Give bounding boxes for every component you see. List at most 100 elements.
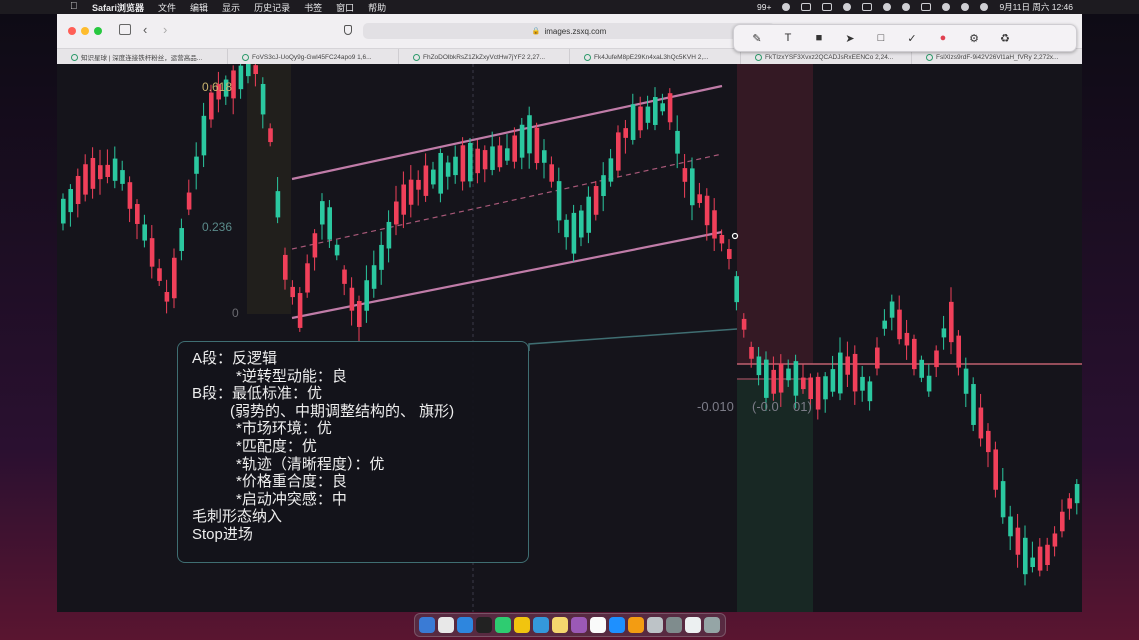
menu-view[interactable]: 显示	[222, 2, 241, 13]
document-icon[interactable]	[685, 617, 701, 633]
highlighter-icon[interactable]: ✓	[907, 32, 917, 45]
tab-2[interactable]: FoVS3cJ-UoQy9g-Gwl45FC24apo9 1,6...	[228, 49, 399, 65]
candle-body	[556, 181, 562, 221]
candle-body	[475, 148, 480, 174]
feishu-icon[interactable]	[609, 617, 625, 633]
wechat-icon[interactable]	[495, 617, 511, 633]
battery-icon[interactable]	[921, 3, 932, 11]
forward-arrow-icon[interactable]: ›	[163, 22, 168, 37]
notion-icon[interactable]	[590, 617, 606, 633]
siri-icon[interactable]	[980, 3, 989, 11]
notification-badge[interactable]: 99+	[757, 2, 772, 12]
downloads-icon[interactable]	[666, 617, 682, 633]
candle-body	[571, 212, 577, 254]
whiteboard-icon[interactable]: □	[877, 32, 885, 44]
candle-body	[127, 182, 133, 209]
qq-icon[interactable]	[476, 617, 492, 633]
candle-body	[98, 165, 103, 180]
menu-edit[interactable]: 编辑	[190, 2, 209, 13]
shape-tool-icon[interactable]: ■	[815, 32, 823, 44]
price-label-3: 01)	[793, 399, 812, 414]
minimize-window-button[interactable]	[81, 27, 89, 35]
candle-body	[623, 128, 628, 138]
text-tool-icon[interactable]: T	[784, 32, 792, 44]
candle-body	[201, 115, 207, 156]
input-method-icon[interactable]	[862, 3, 873, 11]
messages-icon[interactable]	[533, 617, 549, 633]
tab-title: FoVS3cJ-UoQy9g-Gwl45FC24apo9 1,6...	[252, 53, 372, 61]
note-line-b: B段：最低标准：优	[192, 385, 323, 403]
photos-icon[interactable]	[571, 617, 587, 633]
candle-body	[253, 65, 258, 75]
record-icon[interactable]: ●	[939, 32, 947, 44]
finder-icon[interactable]	[419, 617, 435, 633]
candle-body	[875, 347, 880, 369]
chrome-icon[interactable]	[514, 617, 530, 633]
address-bar[interactable]: 🔒 images.zsxq.com	[363, 23, 775, 39]
close-window-button[interactable]	[68, 27, 76, 35]
candle-body	[682, 168, 688, 182]
candle-body	[386, 221, 392, 249]
candle-body	[157, 268, 162, 281]
candle-body	[497, 145, 503, 168]
apple-icon[interactable]: 	[70, 1, 78, 12]
tab-6[interactable]: FslXlzs9rdF-9i42V26Vl1aH_fVRy 2,272x...	[912, 49, 1082, 65]
candle-body	[690, 168, 695, 206]
status-icon[interactable]	[782, 3, 791, 11]
dock	[414, 613, 726, 637]
tab-5[interactable]: FkTIzxYSF3Xvxz2QCADJsRxEENCo 2,24...	[741, 49, 912, 65]
screen-record-icon[interactable]	[801, 3, 812, 11]
menu-file[interactable]: 文件	[158, 2, 177, 13]
candle-body	[579, 210, 584, 238]
menu-window[interactable]: 窗口	[336, 2, 355, 13]
launchpad-icon[interactable]	[438, 617, 454, 633]
candle-body	[364, 280, 369, 311]
candle-body	[534, 127, 540, 164]
pointer-tool-icon[interactable]: ➤	[845, 32, 855, 45]
tab-3[interactable]: FhZoDOlbkRsZ1ZkZxyVctHw7jYF2 2,27...	[399, 49, 570, 65]
menubar-clock[interactable]: 9月11日 周六 12:46	[999, 2, 1073, 12]
bluetooth-icon[interactable]	[902, 3, 911, 11]
notes-icon[interactable]	[552, 617, 568, 633]
candle-body	[667, 93, 673, 123]
menu-history[interactable]: 历史记录	[254, 2, 291, 13]
candle-body	[926, 375, 932, 392]
candle-body	[719, 234, 725, 244]
sidebar-toggle-icon[interactable]	[119, 24, 131, 35]
candle-body	[438, 152, 443, 194]
eraser-icon[interactable]: ♻	[1000, 32, 1010, 45]
wifi-icon[interactable]	[942, 3, 951, 11]
candlestick-chart-image: 0.618 0.236 0 -0.010 (-0.0 01)	[61, 64, 1082, 612]
menu-help[interactable]: 帮助	[368, 2, 387, 13]
url-text: images.zsxq.com	[544, 26, 607, 36]
price-label-2: (-0.0	[752, 399, 779, 414]
price-label-1: -0.010	[697, 399, 734, 414]
display-icon[interactable]	[822, 3, 833, 11]
back-arrow-icon[interactable]: ‹	[143, 22, 148, 37]
preview-icon[interactable]	[647, 617, 663, 633]
app-icon[interactable]	[628, 617, 644, 633]
volume-icon[interactable]	[883, 3, 892, 11]
pen-tool-icon[interactable]: ✎	[752, 32, 762, 45]
privacy-shield-icon[interactable]	[344, 25, 352, 35]
tab-bar: 知识星球 | 深度连接铁杆粉丝，运营高品... FoVS3cJ-UoQy9g-G…	[57, 48, 1082, 65]
candle-body	[815, 376, 821, 410]
tab-4[interactable]: Fk4JufeM8pE29Kn4xaL3hQc5KVH 2,...	[570, 49, 741, 65]
safari-window: ‹ › 🔒 images.zsxq.com 知识星球 | 深度连接铁杆粉丝，运营…	[57, 14, 1082, 612]
safari-icon[interactable]	[457, 617, 473, 633]
spotlight-icon[interactable]	[961, 3, 970, 11]
tab-1[interactable]: 知识星球 | 深度连接铁杆粉丝，运营高品...	[57, 49, 228, 65]
candle-body	[912, 338, 917, 370]
candle-body	[312, 233, 318, 258]
candle-body	[986, 430, 991, 453]
settings-gear-icon[interactable]: ⚙	[969, 32, 979, 45]
candle-body	[823, 376, 828, 400]
zoom-window-button[interactable]	[94, 27, 102, 35]
creative-cloud-icon[interactable]	[843, 3, 852, 11]
candle-body	[468, 142, 473, 182]
trash-icon[interactable]	[704, 617, 720, 633]
menu-bookmarks[interactable]: 书签	[304, 2, 323, 13]
tab-favicon-icon	[413, 53, 420, 61]
candle-body	[852, 353, 858, 392]
app-menu-safari[interactable]: Safari浏览器	[92, 2, 145, 13]
